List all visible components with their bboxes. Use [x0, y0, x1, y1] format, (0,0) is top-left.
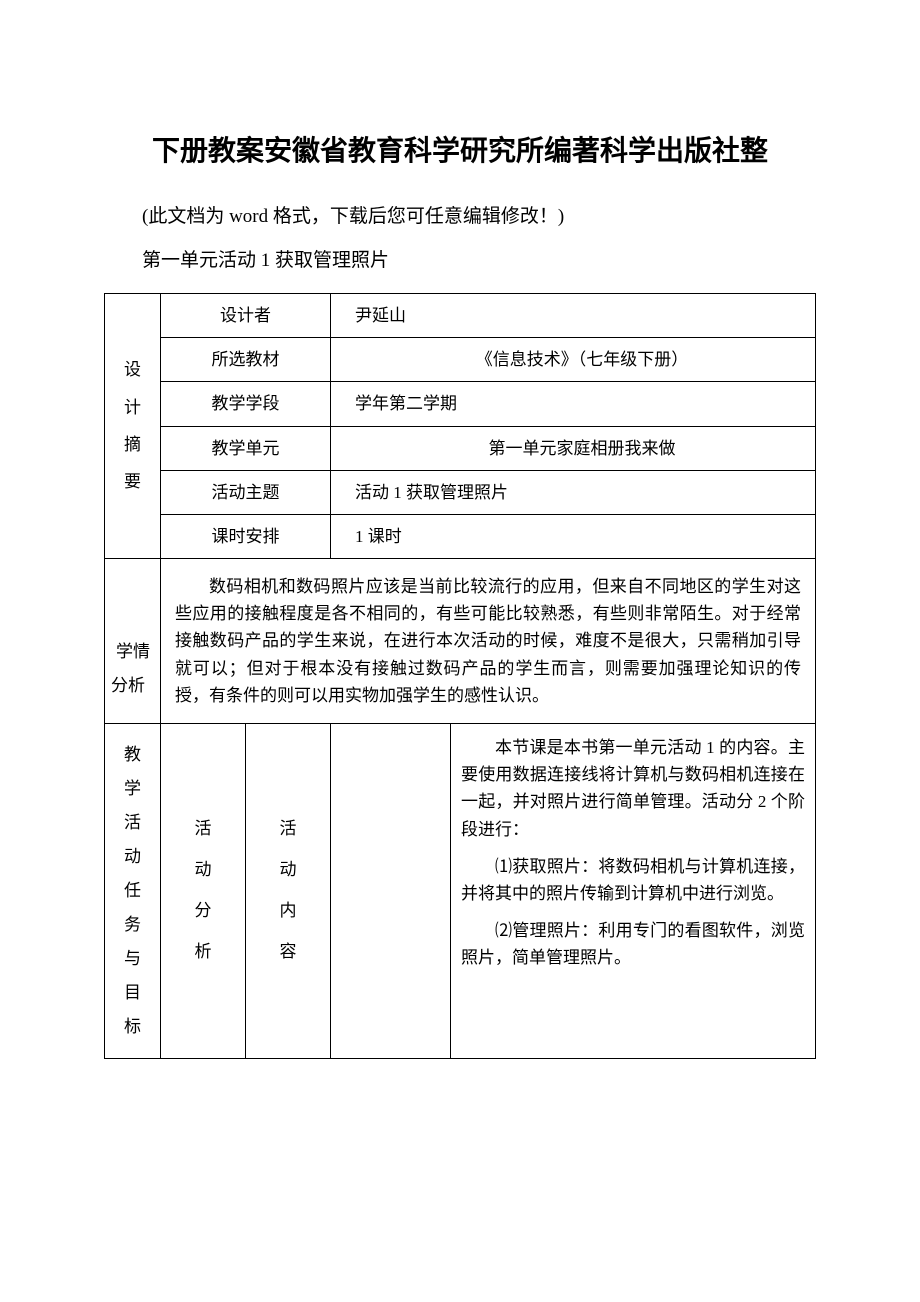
analysis-paragraph: 数码相机和数码照片应该是当前比较流行的应用，但来自不同地区的学生对这些应用的接触… [175, 573, 801, 709]
empty-cell [331, 724, 451, 1059]
topic-label: 活动主题 [161, 470, 331, 514]
topic-value: 活动 1 获取管理照片 [331, 470, 816, 514]
table-row: 设计摘要 设计者 尹延山 [105, 293, 816, 337]
designer-label: 设计者 [161, 293, 331, 337]
unit-value: 第一单元家庭相册我来做 [331, 426, 816, 470]
designer-value: 尹延山 [331, 293, 816, 337]
intro-note: (此文档为 word 格式，下载后您可任意编辑修改！) [104, 199, 816, 235]
lesson-plan-table: 设计摘要 设计者 尹延山 所选教材 《信息技术》（七年级下册） 教学学段 学年第… [104, 293, 816, 1059]
activity-content-text: 本节课是本书第一单元活动 1 的内容。主要使用数据连接线将计算机与数码相机连接在… [451, 724, 816, 1059]
analysis-label-line1: 学情 [116, 642, 150, 661]
activity-content-label: 活动内容 [246, 724, 331, 1059]
activity-paragraph: ⑴获取照片：将数码相机与计算机连接，并将其中的照片传输到计算机中进行浏览。 [461, 853, 805, 907]
task-target-label: 教学活动任务与目标 [105, 724, 161, 1059]
table-row: 教学活动任务与目标 活动分析 活动内容 本节课是本书第一单元活动 1 的内容。主… [105, 724, 816, 1059]
analysis-label-line2: 分析 [111, 676, 145, 695]
analysis-text: 数码相机和数码照片应该是当前比较流行的应用，但来自不同地区的学生对这些应用的接触… [161, 559, 816, 724]
table-row: 教学单元 第一单元家庭相册我来做 [105, 426, 816, 470]
table-row: 活动主题 活动 1 获取管理照片 [105, 470, 816, 514]
stage-label: 教学学段 [161, 382, 331, 426]
stage-value: 学年第二学期 [331, 382, 816, 426]
table-row: 学情 分析 数码相机和数码照片应该是当前比较流行的应用，但来自不同地区的学生对这… [105, 559, 816, 724]
table-row: 教学学段 学年第二学期 [105, 382, 816, 426]
textbook-label: 所选教材 [161, 338, 331, 382]
table-row: 所选教材 《信息技术》（七年级下册） [105, 338, 816, 382]
activity-paragraph: ⑵管理照片：利用专门的看图软件，浏览照片，简单管理照片。 [461, 917, 805, 971]
textbook-value: 《信息技术》（七年级下册） [331, 338, 816, 382]
unit-label: 教学单元 [161, 426, 331, 470]
document-title: 下册教案安徽省教育科学研究所编著科学出版社整 [104, 130, 816, 175]
table-row: 课时安排 1 课时 [105, 514, 816, 558]
period-label: 课时安排 [161, 514, 331, 558]
analysis-label: 学情 分析 [105, 559, 161, 724]
activity-paragraph: 本节课是本书第一单元活动 1 的内容。主要使用数据连接线将计算机与数码相机连接在… [461, 734, 805, 843]
activity-analysis-label: 活动分析 [161, 724, 246, 1059]
period-value: 1 课时 [331, 514, 816, 558]
design-summary-label: 设计摘要 [105, 293, 161, 558]
section-heading: 第一单元活动 1 获取管理照片 [104, 243, 816, 279]
